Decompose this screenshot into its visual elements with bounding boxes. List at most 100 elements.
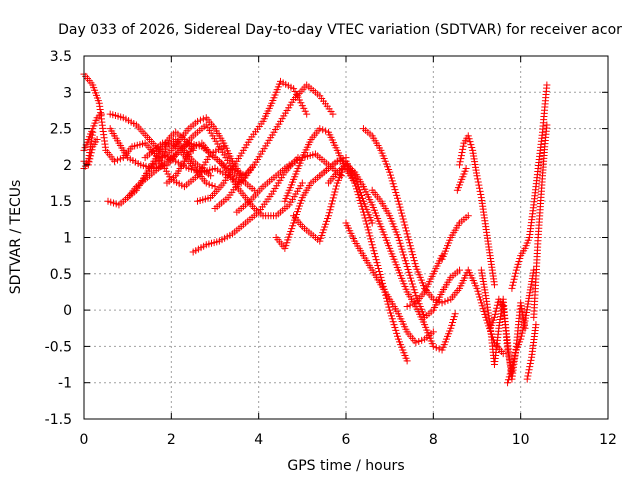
- y-tick-label: 1: [63, 231, 72, 247]
- data-point: [389, 180, 397, 188]
- data-point: [457, 155, 465, 163]
- data-point: [406, 242, 414, 250]
- y-tick-label: 3: [63, 85, 72, 101]
- x-tick-label: 12: [599, 432, 617, 448]
- data-point: [357, 199, 365, 207]
- data-point: [473, 284, 481, 292]
- data-point: [477, 190, 485, 198]
- data-point: [464, 212, 472, 220]
- data-point: [524, 372, 532, 380]
- data-point: [367, 238, 375, 246]
- data-point: [93, 135, 101, 143]
- data-point: [543, 121, 551, 129]
- data-point: [303, 110, 311, 118]
- data-point: [360, 211, 368, 219]
- data-point: [372, 256, 380, 264]
- data-point: [520, 323, 528, 331]
- data-point: [504, 376, 512, 384]
- data-point: [403, 302, 411, 310]
- data-point: [389, 318, 397, 326]
- data-point: [355, 194, 363, 202]
- data-point: [401, 254, 409, 262]
- data-point: [404, 233, 412, 241]
- data-point: [89, 128, 97, 136]
- data-point: [429, 328, 437, 336]
- data-point: [362, 217, 370, 225]
- data-point: [113, 156, 121, 164]
- data-point: [361, 214, 369, 222]
- data-point: [401, 221, 409, 229]
- data-point: [405, 268, 413, 276]
- data-point: [371, 253, 379, 261]
- data-point: [399, 248, 407, 256]
- data-point: [325, 209, 333, 217]
- data-point: [316, 125, 324, 133]
- data-point: [397, 242, 405, 250]
- data-point: [111, 157, 119, 165]
- data-point: [543, 81, 551, 89]
- data-point: [375, 265, 383, 273]
- data-point: [402, 227, 410, 235]
- data-point: [467, 141, 475, 149]
- data-point: [465, 135, 473, 143]
- data-point: [429, 342, 437, 350]
- data-point: [481, 310, 489, 318]
- data-point: [532, 321, 540, 329]
- data-point: [520, 320, 528, 328]
- y-tick-label: 2: [63, 158, 72, 174]
- data-point: [456, 266, 464, 274]
- data-point: [363, 220, 371, 228]
- data-point: [386, 306, 394, 314]
- data-point: [518, 329, 526, 337]
- data-point: [408, 248, 416, 256]
- data-point: [369, 244, 377, 252]
- chart-title: Day 033 of 2026, Sidereal Day-to-day VTE…: [58, 22, 622, 38]
- data-point: [410, 257, 418, 265]
- data-point: [322, 127, 330, 135]
- data-point: [509, 361, 517, 369]
- data-point: [409, 254, 417, 262]
- y-tick-labels: -1.5 -1 -0.5 0 0.5 1 1.5 2 2.5 3 3.5: [45, 49, 72, 428]
- data-point: [373, 259, 381, 267]
- data-point: [387, 309, 395, 317]
- data-point: [391, 186, 399, 194]
- data-point: [474, 287, 482, 295]
- data-point: [352, 182, 360, 190]
- data-point: [397, 206, 405, 214]
- data-point: [493, 304, 501, 312]
- data-point: [192, 142, 200, 150]
- x-tick-label: 8: [429, 432, 438, 448]
- data-point: [514, 260, 522, 268]
- data-point: [432, 344, 440, 352]
- data-point: [195, 140, 203, 148]
- data-point: [376, 270, 384, 278]
- data-point: [438, 299, 446, 307]
- data-point: [479, 305, 487, 313]
- data-point: [480, 308, 488, 316]
- data-point: [404, 265, 412, 273]
- data-point: [459, 142, 467, 150]
- data-point: [458, 148, 466, 156]
- data-point: [525, 366, 533, 374]
- y-tick-label: 0: [63, 303, 72, 319]
- y-tick-label: 0.5: [50, 267, 72, 283]
- data-point: [332, 185, 340, 193]
- data-point: [409, 300, 417, 308]
- data-point: [490, 281, 498, 289]
- data-point: [506, 370, 514, 378]
- data-point: [476, 293, 484, 301]
- data-point: [415, 338, 423, 346]
- data-point: [406, 239, 414, 247]
- data-point: [394, 194, 402, 202]
- data-point: [194, 117, 202, 125]
- data-point: [476, 187, 484, 195]
- data-point: [368, 219, 376, 227]
- data-point: [474, 175, 482, 183]
- data-point: [387, 171, 395, 179]
- data-point: [513, 263, 521, 271]
- x-tick-label: 4: [254, 432, 263, 448]
- data-point: [509, 278, 517, 286]
- data-point: [325, 212, 333, 220]
- data-point: [403, 263, 411, 271]
